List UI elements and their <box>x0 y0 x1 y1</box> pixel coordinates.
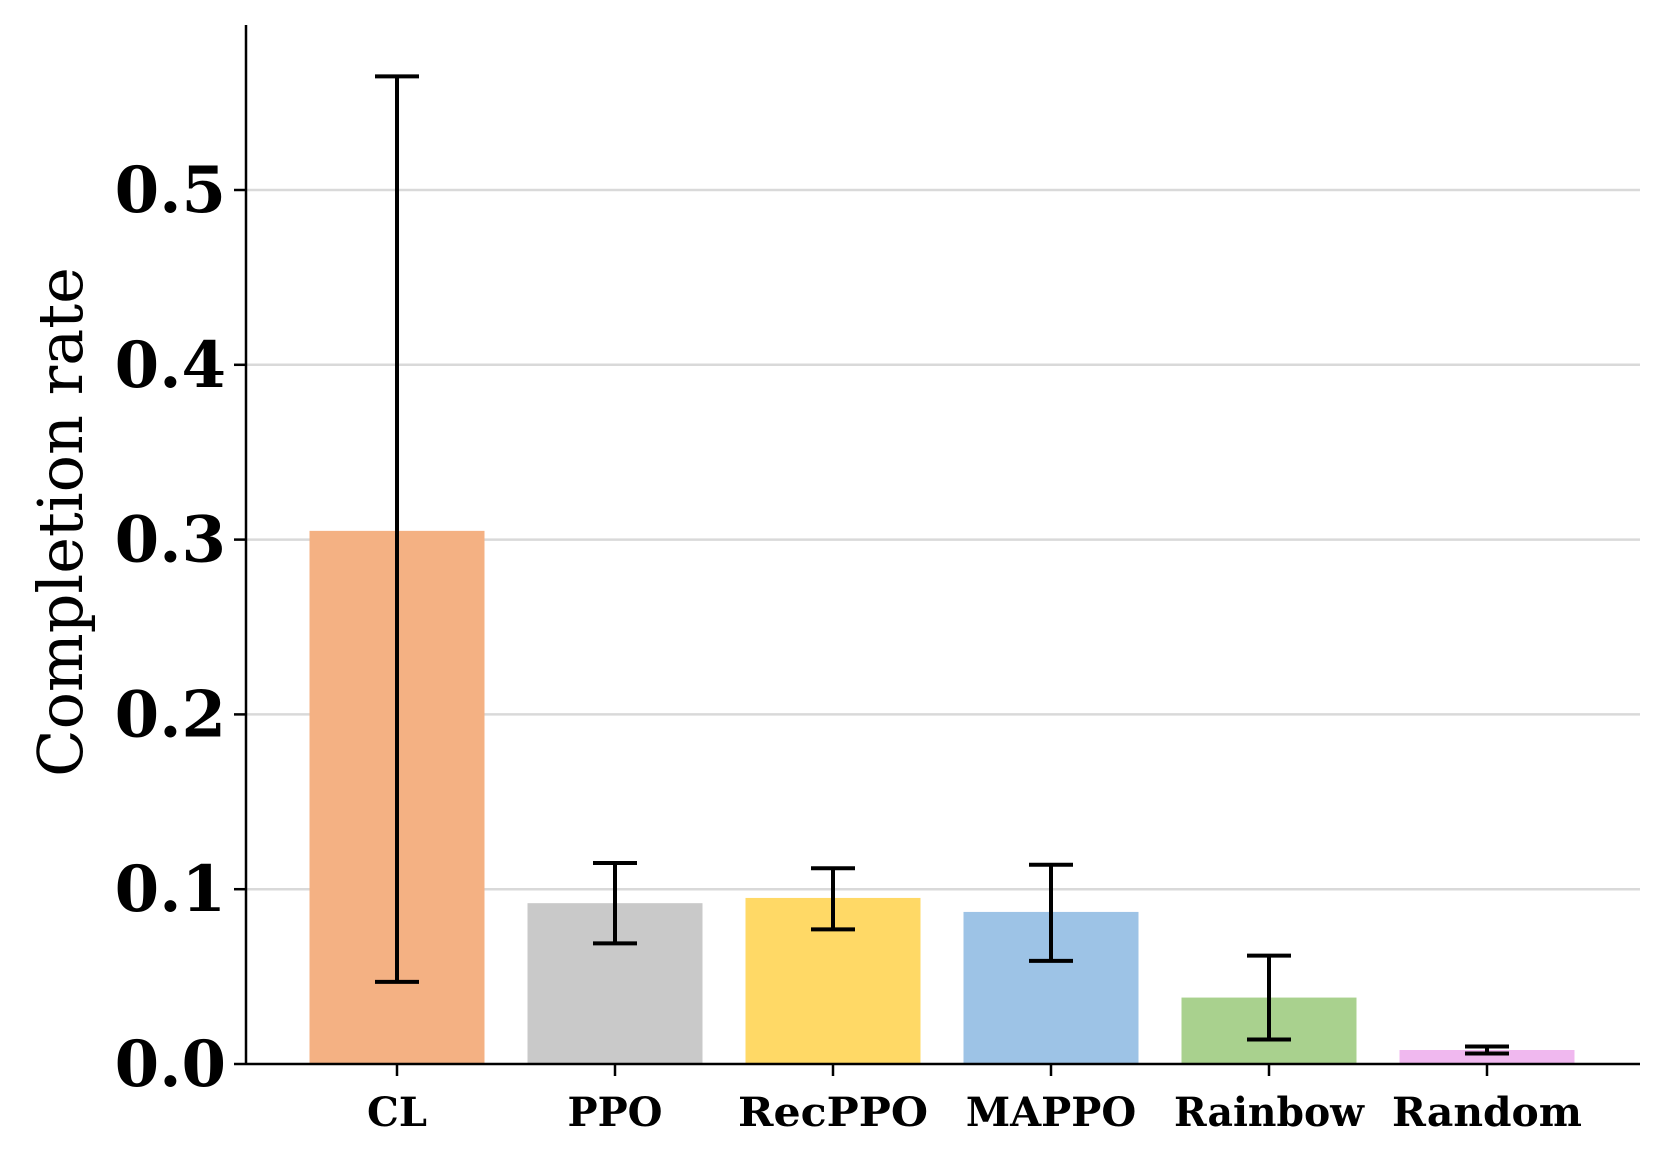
bars <box>309 530 1575 1064</box>
axes <box>244 25 1640 1066</box>
x-tick-label: Rainbow <box>1174 1089 1366 1136</box>
bar-random <box>1399 1050 1575 1064</box>
x-tick-label: MAPPO <box>966 1089 1136 1136</box>
x-tick-label: RecPPO <box>738 1089 928 1136</box>
y-axis-label: Completion rate <box>24 267 97 777</box>
error-bars <box>375 74 1509 1056</box>
y-tick-label: 0.0 <box>115 1027 226 1102</box>
x-tick-label: PPO <box>568 1089 663 1136</box>
y-ticks: 0.0 0.1 0.2 0.3 0.4 0.5 <box>115 153 246 1102</box>
y-tick-label: 0.4 <box>115 328 226 403</box>
y-tick-label: 0.2 <box>115 677 226 752</box>
x-tick-label: Random <box>1392 1089 1582 1136</box>
y-tick-label: 0.3 <box>115 503 226 578</box>
x-ticks: CL PPO RecPPO MAPPO Rainbow Random <box>367 1064 1582 1136</box>
y-tick-label: 0.5 <box>115 153 226 228</box>
y-tick-label: 0.1 <box>115 852 226 927</box>
x-tick-label: CL <box>367 1089 427 1136</box>
